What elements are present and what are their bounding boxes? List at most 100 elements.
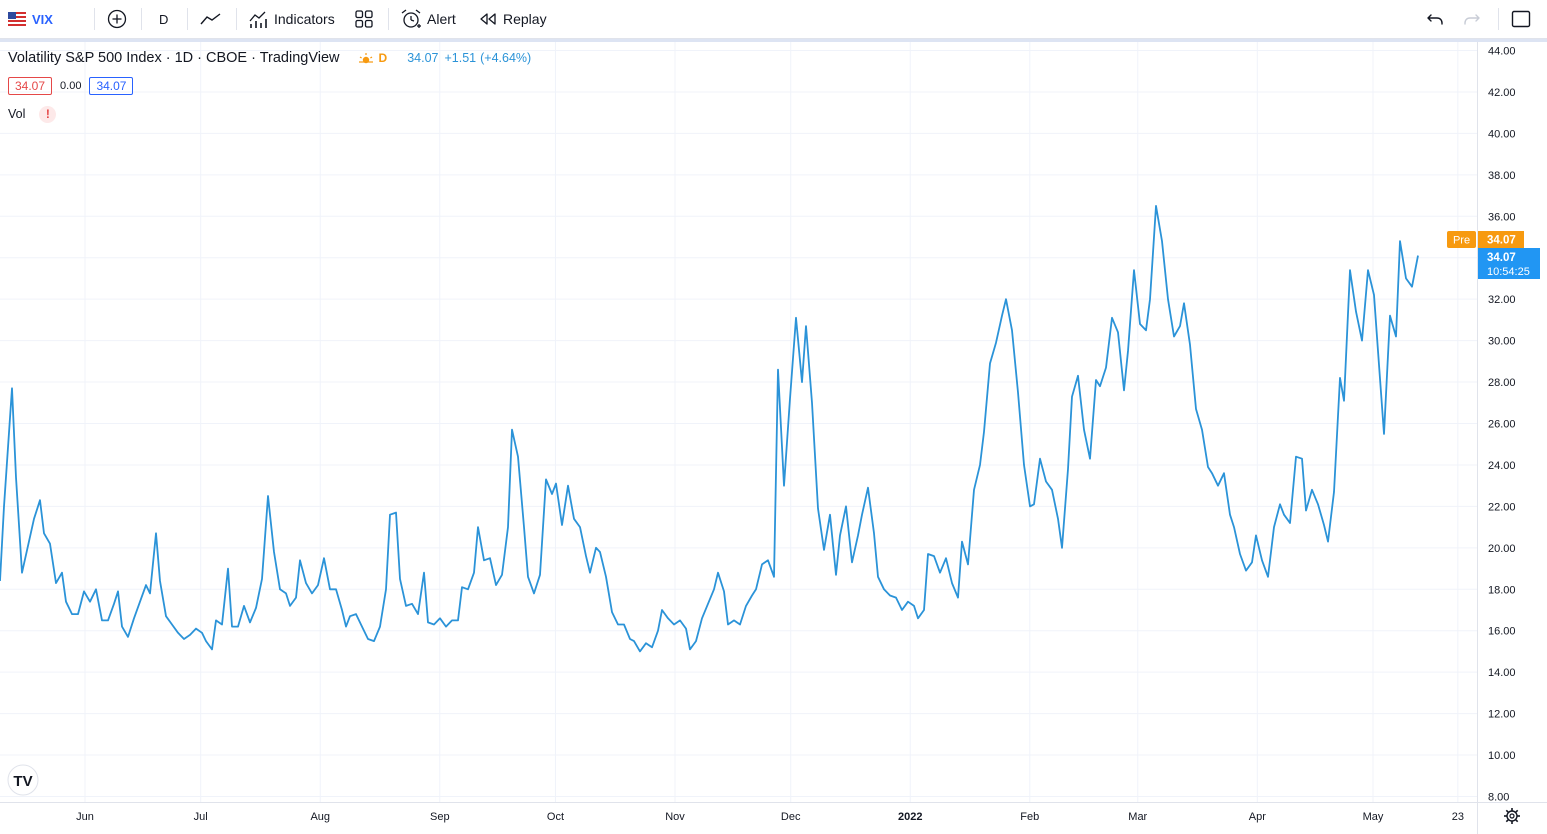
y-tick-label: 44.00 xyxy=(1488,46,1516,58)
last-price-label: 34.07 xyxy=(1487,252,1516,264)
x-tick-label: Apr xyxy=(1249,811,1266,823)
tradingview-logo[interactable]: TV xyxy=(7,764,39,796)
toolbar-divider xyxy=(94,8,95,30)
bid-price-box[interactable]: 34.07 xyxy=(8,77,53,95)
y-tick-label: 18.00 xyxy=(1488,584,1516,596)
indicators-button[interactable]: Indicators xyxy=(248,0,335,38)
y-tick-label: 42.00 xyxy=(1488,87,1516,99)
alert-button[interactable]: Alert xyxy=(400,0,456,38)
legend-change: +1.51 xyxy=(444,51,477,65)
session-badge-label: D xyxy=(378,51,388,65)
legend-change-percent: (+4.64%) xyxy=(480,51,532,65)
undo-icon xyxy=(1427,14,1443,25)
tradingview-logo-mark: TV xyxy=(13,773,32,790)
plus-circle-icon xyxy=(107,9,127,29)
x-tick-label: Oct xyxy=(547,811,564,823)
y-tick-label: 14.00 xyxy=(1488,667,1516,679)
chart-canvas[interactable]: 44.0042.0040.0038.0036.0034.0032.0030.00… xyxy=(0,42,1547,834)
y-tick-label: 36.00 xyxy=(1488,211,1516,223)
spread-value: 0.00 xyxy=(60,80,82,92)
toolbar-divider xyxy=(388,8,389,30)
y-tick-label: 16.00 xyxy=(1488,626,1516,638)
templates-button[interactable] xyxy=(354,0,374,38)
y-tick-label: 10.00 xyxy=(1488,750,1516,762)
x-tick-label: Feb xyxy=(1020,811,1039,823)
last-price-tag: 34.07 10:54:25 xyxy=(1478,248,1540,279)
x-tick-label: May xyxy=(1363,811,1384,823)
gear-icon xyxy=(1504,808,1520,824)
last-price-badge xyxy=(1478,248,1540,279)
y-tick-label: 24.00 xyxy=(1488,460,1516,472)
line-chart-type-icon xyxy=(200,13,221,25)
volume-warning-mark: ! xyxy=(45,107,50,121)
top-toolbar: VIX D Indicators xyxy=(0,0,1547,39)
x-tick-label: Sep xyxy=(430,811,450,823)
toolbar-divider xyxy=(236,8,237,30)
y-tick-label: 32.00 xyxy=(1488,294,1516,306)
y-tick-label: 8.00 xyxy=(1488,792,1509,804)
chart-grid xyxy=(0,42,1477,802)
pre-tag-badge xyxy=(1447,231,1476,248)
redo-button[interactable] xyxy=(1463,0,1481,38)
x-tick-label: Dec xyxy=(781,811,801,823)
volume-label[interactable]: Vol xyxy=(8,107,26,121)
volume-warning-icon[interactable]: ! xyxy=(39,105,57,123)
fullscreen-icon xyxy=(1511,10,1531,28)
price-line-series xyxy=(0,204,1419,653)
x-tick-label: Jul xyxy=(194,811,208,823)
x-tick-label: Aug xyxy=(310,811,330,823)
sun-icon xyxy=(358,53,373,64)
indicators-label: Indicators xyxy=(274,11,335,27)
pre-value-badge xyxy=(1478,231,1524,248)
redo-icon xyxy=(1464,14,1480,25)
y-tick-label: 30.00 xyxy=(1488,336,1516,348)
alert-label: Alert xyxy=(427,11,456,27)
chart-settings-button[interactable] xyxy=(1504,808,1520,824)
time-axis[interactable]: Jun Jul Aug Sep Oct Nov Dec 2022 Feb Mar Apr May 23 xyxy=(76,811,1464,823)
undo-button[interactable] xyxy=(1426,0,1444,38)
x-tick-label: Nov xyxy=(665,811,685,823)
toolbar-divider xyxy=(187,8,188,30)
volume-row: Vol ! xyxy=(8,104,531,124)
fullscreen-button[interactable] xyxy=(1511,0,1531,38)
x-tick-label: 2022 xyxy=(898,811,922,823)
price-axis[interactable]: 44.0042.0040.0038.0036.0034.0032.0030.00… xyxy=(1488,46,1516,804)
toolbar-divider xyxy=(141,8,142,30)
y-tick-label: 22.00 xyxy=(1488,501,1516,513)
y-tick-label: 28.00 xyxy=(1488,377,1516,389)
legend-title[interactable]: Volatility S&P 500 Index · 1D · CBOE · T… xyxy=(8,50,340,66)
bar-countdown-label: 10:54:25 xyxy=(1487,266,1530,278)
compare-symbol-button[interactable] xyxy=(107,0,127,38)
us-flag-icon xyxy=(8,12,26,26)
y-tick-label: 40.00 xyxy=(1488,128,1516,140)
y-tick-label: 26.00 xyxy=(1488,419,1516,431)
y-tick-label: 20.00 xyxy=(1488,543,1516,555)
toolbar-bottom-band xyxy=(0,39,1547,42)
market-session-badge[interactable]: D xyxy=(358,51,388,65)
x-tick-label: 23 xyxy=(1452,811,1464,823)
chart-type-button[interactable] xyxy=(200,0,222,38)
legend-title-row: Volatility S&P 500 Index · 1D · CBOE · T… xyxy=(8,48,531,68)
indicators-icon xyxy=(249,11,267,28)
x-tick-label: Mar xyxy=(1128,811,1147,823)
bid-ask-row: 34.07 0.00 34.07 xyxy=(8,76,531,96)
layout-grid-icon xyxy=(355,10,373,28)
symbol-label: VIX xyxy=(32,11,53,27)
interval-label: D xyxy=(159,11,169,27)
y-tick-label: 12.00 xyxy=(1488,709,1516,721)
interval-button[interactable]: D xyxy=(159,0,168,38)
pre-tag-label: Pre xyxy=(1453,235,1470,247)
x-tick-label: Jun xyxy=(76,811,94,823)
rewind-icon xyxy=(480,13,496,25)
pre-market-price-tag: Pre 34.07 xyxy=(1447,231,1524,248)
y-tick-label: 38.00 xyxy=(1488,170,1516,182)
alarm-clock-icon xyxy=(401,9,421,28)
legend-last-price: 34.07 xyxy=(407,51,439,65)
pre-value-label: 34.07 xyxy=(1487,235,1516,247)
toolbar-divider xyxy=(1498,8,1499,30)
replay-label: Replay xyxy=(503,11,547,27)
symbol-search-button[interactable]: VIX xyxy=(8,0,53,38)
ask-price-box[interactable]: 34.07 xyxy=(89,77,134,95)
chart-legend: Volatility S&P 500 Index · 1D · CBOE · T… xyxy=(8,48,531,124)
replay-button[interactable]: Replay xyxy=(479,0,547,38)
